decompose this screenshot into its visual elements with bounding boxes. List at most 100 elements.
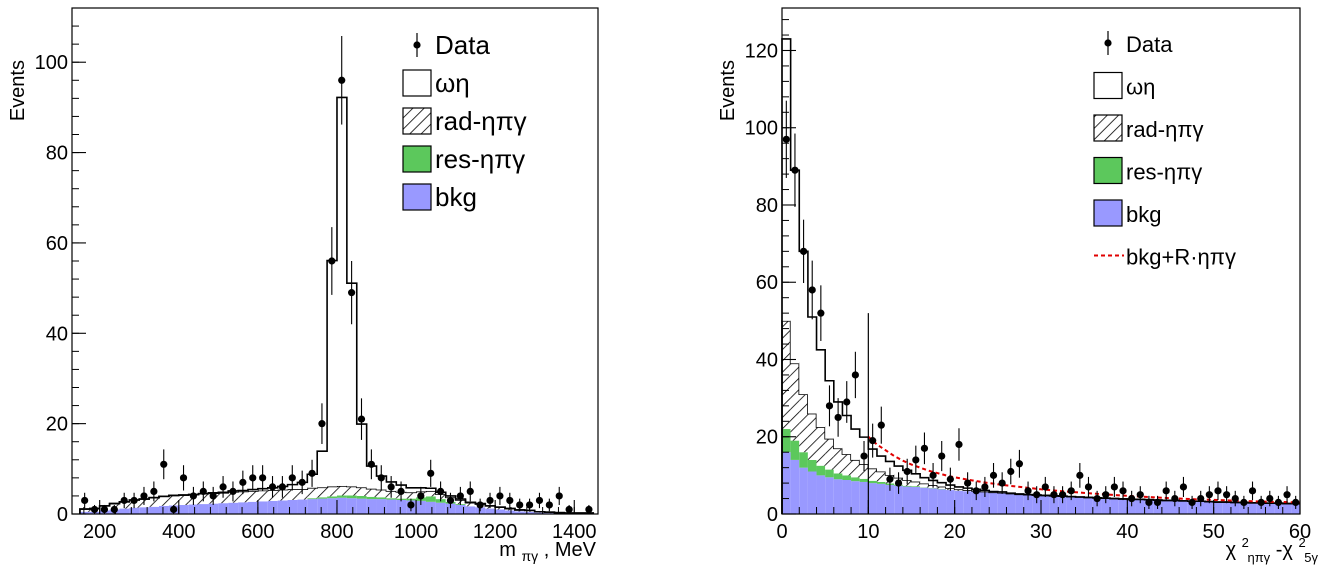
data-point <box>525 501 534 509</box>
res-bar <box>336 495 347 498</box>
data-point <box>1205 491 1213 499</box>
x-tick-label: 1000 <box>394 521 439 543</box>
data-point <box>1179 483 1188 491</box>
left-x-label-main: m <box>499 539 516 561</box>
data-point <box>90 505 99 514</box>
y-tick-label: 20 <box>756 427 778 449</box>
data-point <box>1007 467 1015 476</box>
omega-bar <box>799 251 808 395</box>
data-point <box>1223 491 1231 499</box>
bkg-bar <box>495 509 506 514</box>
data-point <box>387 483 395 491</box>
data-point <box>140 492 148 500</box>
right-x-label-sub1: ηπγ <box>1247 550 1270 565</box>
data-point <box>851 371 859 379</box>
bkg-bar <box>356 498 367 514</box>
rad-bar <box>851 459 860 478</box>
y-tick-label: 80 <box>46 143 68 165</box>
bkg-bar <box>980 492 990 514</box>
omega-bar <box>816 349 826 428</box>
data-point <box>130 496 138 505</box>
bkg-bar <box>876 483 886 514</box>
x-tick-label: 40 <box>1116 521 1138 543</box>
rad-bar <box>257 490 268 502</box>
omega-outline <box>79 96 595 514</box>
bkg-bar <box>159 505 169 514</box>
data-point <box>1188 498 1196 507</box>
bkg-bar <box>807 471 817 514</box>
data-point <box>1128 494 1136 503</box>
bkg-bar <box>1075 497 1085 514</box>
bkg-bar <box>129 507 140 514</box>
bkg-bar <box>435 502 446 514</box>
res-bar <box>799 452 808 468</box>
res-bar <box>833 473 843 480</box>
rad-bar <box>937 486 947 489</box>
omega-bar <box>851 429 860 460</box>
bkg-bar <box>1058 496 1067 514</box>
bkg-bar <box>1101 498 1111 514</box>
data-point <box>417 492 425 500</box>
bkg-bar <box>790 459 800 514</box>
rad-bar <box>346 486 357 496</box>
bkg-bar <box>1006 493 1016 514</box>
data-point <box>476 501 484 509</box>
data-point <box>817 309 825 317</box>
rad-bar <box>238 491 248 503</box>
omega-bar <box>894 466 903 478</box>
rad-bar <box>287 489 298 500</box>
res-bar <box>366 496 377 500</box>
rad-bar <box>842 454 852 476</box>
res-bar <box>816 465 826 476</box>
data-point <box>436 487 445 496</box>
data-point <box>367 460 375 468</box>
legend-swatch <box>1093 199 1123 227</box>
data-point <box>535 496 544 505</box>
data-point <box>150 487 158 496</box>
right-x-label-sup1: 2 <box>1242 535 1249 550</box>
legend-label: Data <box>435 30 490 60</box>
left-y-axis-label: Events <box>7 60 29 121</box>
y-tick-label: 0 <box>767 504 778 526</box>
bkg-bar <box>1161 500 1171 514</box>
data-point <box>278 483 286 491</box>
res-bar <box>825 469 834 478</box>
y-tick-label: 100 <box>35 52 68 74</box>
legend-label: ωη <box>435 68 470 98</box>
res-bar <box>327 496 337 499</box>
data-point <box>1102 491 1110 499</box>
bkg-bar <box>1135 499 1145 514</box>
x-tick-label: 50 <box>1203 521 1225 543</box>
bkg-bar <box>1041 495 1050 514</box>
omega-bar <box>406 487 417 493</box>
data-point <box>860 452 868 460</box>
data-point <box>318 420 326 428</box>
rad-bar <box>790 363 800 441</box>
data-point <box>1257 498 1265 507</box>
legend-label: bkg <box>435 182 477 212</box>
omega-bar <box>807 317 817 414</box>
bkg-bar <box>247 501 258 514</box>
bkg-bar <box>178 504 189 514</box>
data-point <box>1015 460 1024 468</box>
data-point <box>912 456 920 464</box>
bkg-bar <box>859 481 869 514</box>
legend-swatch <box>1093 114 1123 142</box>
data-point <box>920 444 929 452</box>
right-y-axis-label: Events <box>717 60 739 121</box>
rad-bar <box>247 490 258 502</box>
right-x-label-sub2: 5γ <box>1304 550 1318 565</box>
left-x-label-sub: πγ <box>522 548 539 564</box>
rad-bar <box>868 468 877 481</box>
bkg-bar <box>455 504 466 514</box>
omega-bar <box>868 449 877 469</box>
data-point <box>229 487 237 496</box>
rad-bar <box>327 486 337 497</box>
legend-label: Data <box>1126 32 1173 57</box>
res-bar <box>376 497 387 500</box>
data-point <box>397 487 405 496</box>
bkg-bar <box>366 499 377 514</box>
omega-bar <box>954 486 964 490</box>
data-point <box>407 501 415 509</box>
